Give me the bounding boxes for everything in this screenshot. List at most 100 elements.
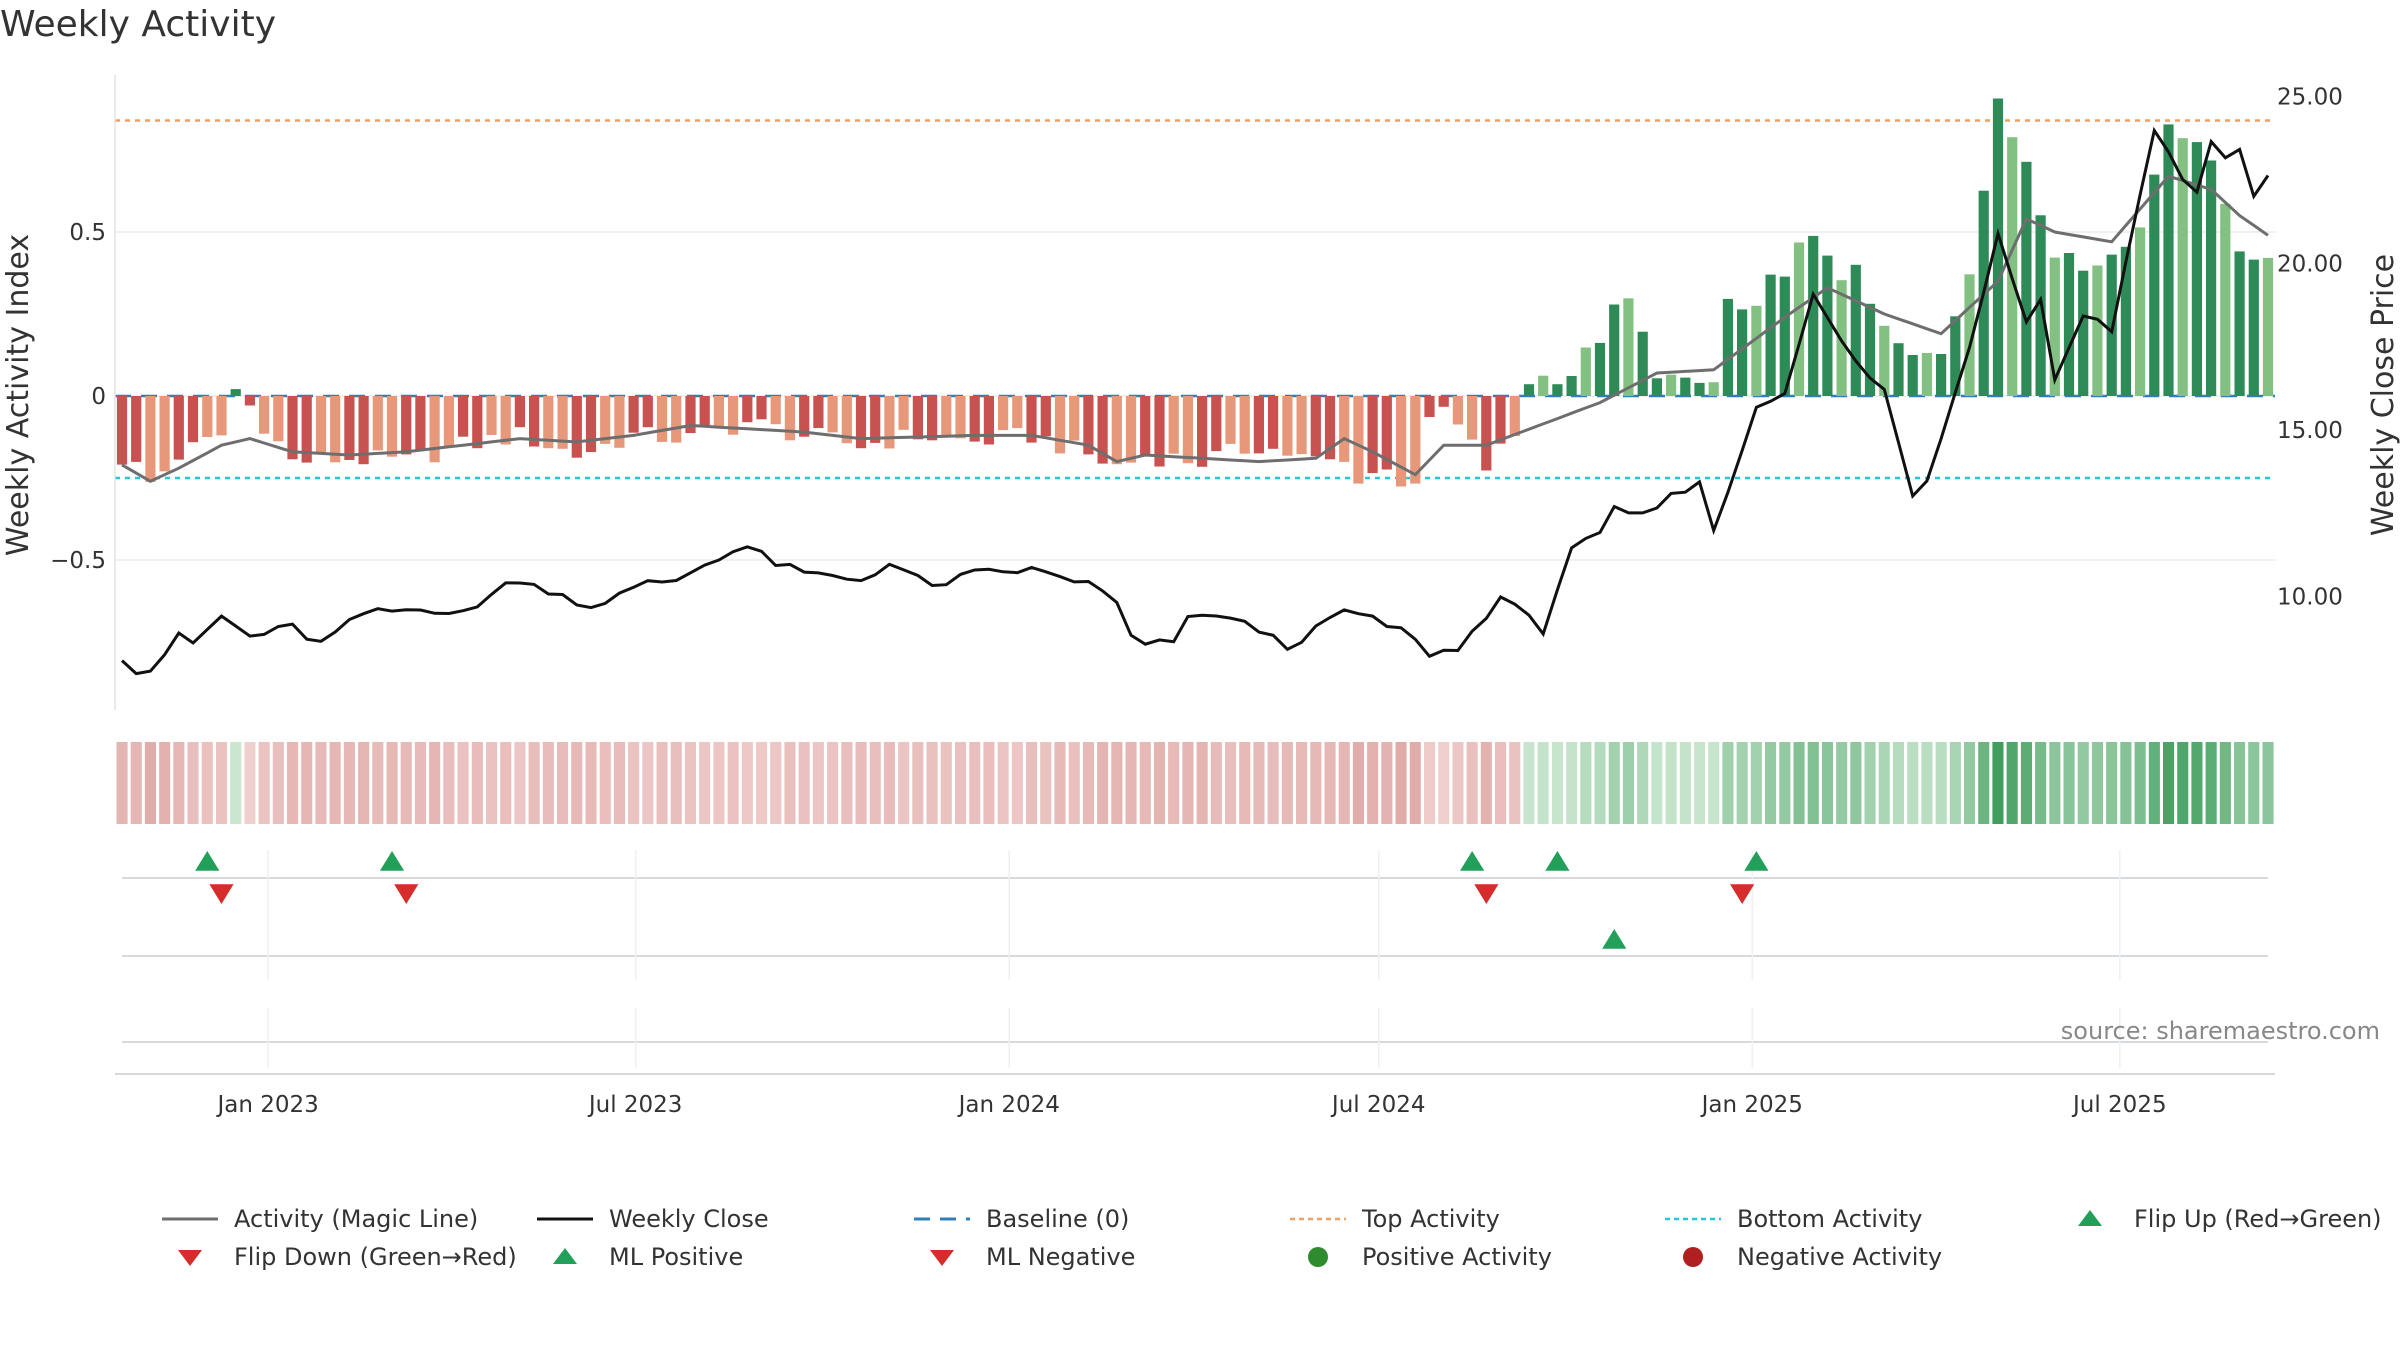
x-tick-label: Jan 2023 bbox=[216, 1092, 319, 1118]
activity-bar bbox=[372, 396, 383, 451]
chart-title: Weekly Activity bbox=[0, 4, 277, 45]
heat-cell bbox=[1850, 742, 1862, 824]
activity-bar bbox=[472, 396, 483, 449]
activity-bar bbox=[159, 396, 170, 472]
activity-bar bbox=[1609, 304, 1620, 396]
dotted-cyan-line-icon bbox=[1665, 1217, 1721, 1221]
activity-bar bbox=[1310, 396, 1321, 457]
activity-bar bbox=[1864, 303, 1876, 396]
heat-cell bbox=[670, 742, 682, 824]
legend-item: Bottom Activity bbox=[1663, 1205, 1922, 1233]
heat-cell bbox=[955, 742, 967, 824]
heat-cell bbox=[599, 742, 611, 824]
heat-cell bbox=[1054, 742, 1066, 824]
activity-bars bbox=[116, 98, 2274, 487]
heat-cell bbox=[2035, 742, 2047, 824]
heat-cell bbox=[414, 742, 426, 824]
activity-bar bbox=[273, 396, 284, 442]
activity-bar bbox=[841, 396, 852, 444]
heat-cell bbox=[1409, 742, 1421, 824]
heat-cell bbox=[1566, 742, 1578, 824]
heat-cell bbox=[883, 742, 895, 824]
heat-cell bbox=[514, 742, 526, 824]
heat-cell bbox=[1296, 742, 1308, 824]
activity-bar bbox=[1523, 384, 1535, 396]
activity-bar bbox=[1992, 98, 2004, 396]
activity-bar bbox=[1268, 396, 1279, 449]
heat-cell bbox=[2191, 742, 2203, 824]
activity-bar bbox=[2007, 137, 2018, 396]
activity-bar bbox=[543, 396, 554, 449]
x-tick-label: Jul 2025 bbox=[2071, 1092, 2167, 1118]
activity-bar bbox=[1808, 235, 1819, 396]
heat-cell bbox=[628, 742, 640, 824]
activity-bar bbox=[1936, 354, 1947, 396]
flip-up-marker bbox=[1545, 851, 1570, 871]
legend-label: Negative Activity bbox=[1737, 1243, 1943, 1271]
heat-cell bbox=[329, 742, 341, 824]
activity-bar bbox=[2248, 259, 2259, 396]
heat-cell bbox=[1253, 742, 1265, 824]
activity-bar bbox=[1182, 396, 1193, 464]
flip-down-marker bbox=[394, 884, 419, 904]
flip-up-marker bbox=[1744, 851, 1769, 871]
activity-bar bbox=[713, 396, 724, 428]
activity-bar bbox=[1793, 242, 1805, 396]
heat-cell bbox=[528, 742, 540, 824]
legend-item: Activity (Magic Line) bbox=[160, 1205, 478, 1233]
activity-bar bbox=[1552, 384, 1563, 396]
heat-cell bbox=[1367, 742, 1379, 824]
heat-cell bbox=[1111, 742, 1123, 824]
flip-down-marker bbox=[1474, 884, 1499, 904]
heat-cell bbox=[898, 742, 910, 824]
heat-cell bbox=[1352, 742, 1364, 824]
heat-cell bbox=[1736, 742, 1748, 824]
activity-bar bbox=[202, 396, 213, 437]
heat-cell bbox=[386, 742, 398, 824]
heat-cell bbox=[585, 742, 597, 824]
solid-black-line-icon bbox=[537, 1217, 593, 1221]
activity-bar bbox=[230, 389, 241, 396]
activity-bar bbox=[628, 396, 639, 433]
activity-bar bbox=[1140, 396, 1151, 456]
activity-bar bbox=[784, 396, 795, 441]
activity-bar bbox=[699, 396, 710, 428]
y2-axis-title: Weekly Close Price bbox=[2366, 254, 2400, 536]
heat-cell bbox=[116, 742, 128, 824]
heat-cell bbox=[1182, 742, 1194, 824]
activity-bar bbox=[2135, 227, 2146, 396]
heat-cell bbox=[2049, 742, 2061, 824]
heat-cell bbox=[2205, 742, 2217, 824]
activity-bar bbox=[656, 396, 668, 442]
activity-bar bbox=[571, 396, 582, 458]
heat-cell bbox=[500, 742, 512, 824]
heat-cell bbox=[1168, 742, 1180, 824]
solid-gray-line-icon bbox=[162, 1217, 218, 1221]
activity-bar bbox=[1381, 396, 1392, 470]
heat-cell bbox=[684, 742, 696, 824]
activity-bar bbox=[1012, 396, 1023, 429]
y-axis-title: Weekly Activity Index bbox=[1, 234, 36, 556]
activity-bar bbox=[1054, 396, 1066, 454]
heat-cell bbox=[1381, 742, 1393, 824]
activity-bar bbox=[1211, 396, 1222, 452]
dashed-blue-line-icon bbox=[914, 1217, 970, 1221]
activity-bar bbox=[1680, 377, 1691, 396]
magic-line bbox=[121, 174, 2269, 483]
heat-cell bbox=[400, 742, 412, 824]
heat-cell bbox=[1651, 742, 1663, 824]
heat-cell bbox=[2177, 742, 2189, 824]
heat-cell bbox=[741, 742, 753, 824]
activity-bar bbox=[1154, 396, 1165, 467]
legend-label: Positive Activity bbox=[1362, 1243, 1552, 1271]
activity-bar bbox=[429, 396, 440, 463]
activity-bar bbox=[2021, 161, 2032, 396]
heat-cell bbox=[1807, 742, 1819, 824]
heat-cell bbox=[542, 742, 554, 824]
y2-tick-label: 25.00 bbox=[2277, 85, 2343, 111]
heat-cell bbox=[1239, 742, 1251, 824]
activity-bar bbox=[514, 396, 525, 428]
legend-item: Top Activity bbox=[1288, 1205, 1500, 1233]
heat-cell bbox=[1097, 742, 1109, 824]
activity-bar bbox=[2220, 203, 2231, 396]
